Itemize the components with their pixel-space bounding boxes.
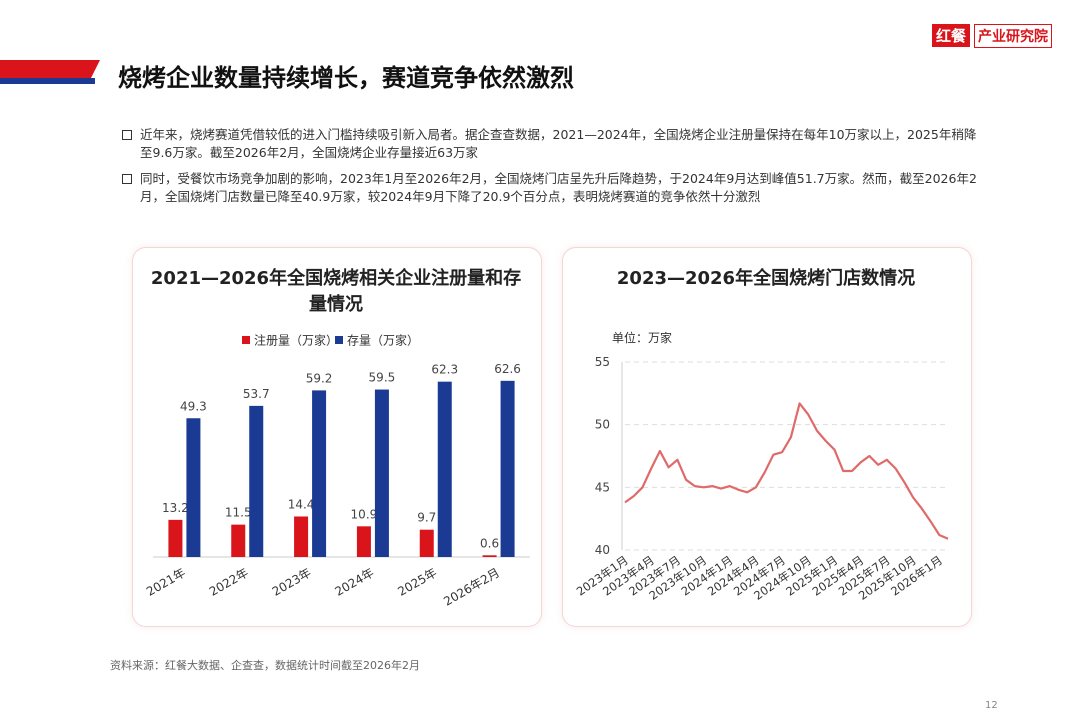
bar bbox=[419, 529, 434, 557]
bar bbox=[249, 405, 264, 557]
bar bbox=[356, 526, 371, 557]
bar bbox=[437, 381, 452, 557]
y-tick-label: 40 bbox=[595, 543, 610, 557]
data-label: 53.7 bbox=[243, 387, 270, 401]
bar bbox=[231, 524, 246, 557]
x-tick-label: 2023年 bbox=[270, 565, 314, 598]
bar bbox=[168, 519, 183, 557]
bar bbox=[482, 555, 497, 557]
bar bbox=[186, 418, 201, 557]
source: 资料来源：红餐大数据、企查查，数据统计时间截至2026年2月 bbox=[110, 659, 420, 672]
x-tick-label: 2024年 bbox=[333, 565, 377, 598]
brand-name: 产业研究院 bbox=[974, 24, 1052, 48]
bullet: 同时，受餐饮市场竞争加剧的影响，2023年1月至2026年2月，全国烧烤门店呈先… bbox=[122, 170, 988, 206]
bar bbox=[294, 516, 309, 557]
x-tick-label: 2025年 bbox=[395, 565, 439, 598]
chart-title: 2021—2026年全国烧烤相关企业注册量和存量情况 bbox=[150, 268, 522, 315]
data-label: 0.6 bbox=[480, 536, 499, 550]
card bbox=[562, 247, 972, 627]
data-label: 9.7 bbox=[417, 511, 436, 525]
data-label: 49.3 bbox=[180, 399, 207, 413]
legend-swatch bbox=[335, 336, 343, 344]
legend-label: 存量（万家） bbox=[347, 333, 419, 348]
data-label: 10.9 bbox=[351, 507, 378, 521]
line bbox=[624, 402, 949, 540]
x-tick-label: 2022年 bbox=[207, 565, 251, 598]
page-number: 12 bbox=[985, 700, 998, 711]
data-label: 14.4 bbox=[288, 497, 315, 511]
data-label: 62.6 bbox=[494, 362, 521, 376]
header-stripe bbox=[0, 78, 95, 84]
data-label: 11.5 bbox=[225, 506, 252, 520]
bar bbox=[374, 389, 389, 557]
data-label: 59.5 bbox=[369, 371, 396, 385]
page-title: 烧烤企业数量持续增长，赛道竞争依然激烈 bbox=[118, 64, 574, 92]
brand-mark: 红餐 bbox=[932, 24, 971, 47]
y-tick-label: 50 bbox=[595, 418, 610, 432]
data-label: 13.2 bbox=[162, 501, 189, 515]
chart-title: 2023—2026年全国烧烤门店数情况 bbox=[616, 268, 916, 289]
x-tick-label: 2021年 bbox=[144, 565, 188, 598]
bar bbox=[500, 380, 515, 557]
data-label: 59.2 bbox=[306, 371, 333, 385]
legend-label: 注册量（万家） bbox=[254, 333, 338, 348]
unit-label: 单位：万家 bbox=[612, 331, 673, 345]
legend-swatch bbox=[242, 336, 250, 344]
bar bbox=[312, 390, 327, 557]
y-tick-label: 45 bbox=[595, 480, 610, 494]
y-tick-label: 55 bbox=[595, 355, 610, 369]
x-tick-label: 2026年2月 bbox=[441, 565, 502, 608]
bullet: 近年来，烧烤赛道凭借较低的进入门槛持续吸引新入局者。据企查查数据，2021—20… bbox=[122, 126, 988, 162]
data-label: 62.3 bbox=[431, 363, 458, 377]
